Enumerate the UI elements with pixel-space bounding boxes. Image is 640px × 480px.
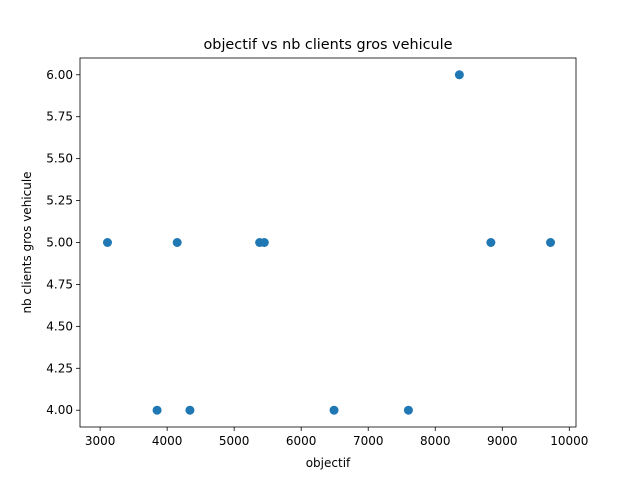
x-axis: 3000 4000 5000 6000 7000 8000 9000 10000 — [85, 427, 588, 448]
data-point — [486, 238, 496, 247]
plot-frame — [79, 57, 577, 428]
y-tick-label: 5.50 — [46, 152, 73, 166]
y-tick-label: 5.25 — [46, 194, 73, 208]
x-tick-label: 4000 — [152, 434, 183, 448]
data-point — [403, 405, 413, 415]
data-point — [185, 405, 195, 415]
x-tick-label: 10000 — [550, 434, 588, 448]
plot-marks — [102, 70, 556, 415]
data-point — [454, 70, 464, 80]
y-tick-label: 4.25 — [46, 361, 73, 375]
x-tick-label: 6000 — [286, 434, 317, 448]
data-point — [102, 238, 112, 247]
y-tick-label: 6.00 — [46, 68, 73, 82]
y-axis-label: nb clients gros vehicule — [20, 171, 34, 313]
y-tick-label: 4.50 — [46, 319, 73, 333]
y-axis: 4.00 4.25 4.50 4.75 5.00 5.25 5.50 5.75 6.00 — [46, 68, 80, 417]
y-tick-label: 4.75 — [46, 277, 73, 291]
data-point — [259, 238, 269, 247]
x-tick-label: 8000 — [420, 434, 451, 448]
x-axis-label: objectif — [306, 456, 351, 470]
x-tick-label: 9000 — [487, 434, 518, 448]
x-tick-label: 5000 — [219, 434, 250, 448]
data-point — [329, 405, 339, 415]
y-tick-label: 5.00 — [46, 236, 73, 250]
y-tick-label: 5.75 — [46, 110, 73, 124]
y-tick-label: 4.00 — [46, 403, 73, 417]
chart-title: objectif vs nb clients gros vehicule — [204, 37, 453, 53]
x-tick-label: 3000 — [85, 434, 116, 448]
x-tick-label: 7000 — [353, 434, 384, 448]
data-point — [546, 238, 556, 247]
data-point — [152, 405, 162, 415]
data-point — [172, 238, 182, 247]
